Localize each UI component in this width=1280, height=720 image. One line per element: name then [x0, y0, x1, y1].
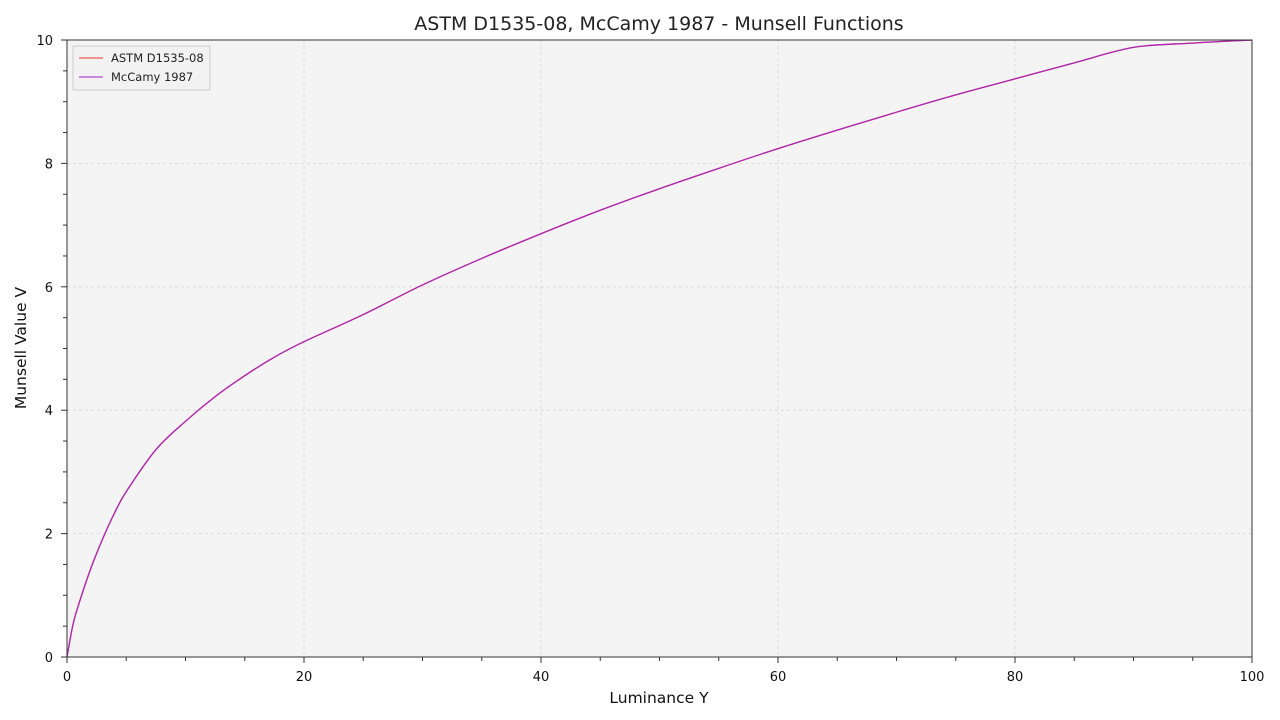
x-tick-label: 0	[63, 670, 71, 685]
y-axis-label: Munsell Value V	[12, 286, 30, 409]
tick-labels: 0 20 40 60 80 100 0 2 4 6 8 10	[36, 34, 1264, 685]
legend: ASTM D1535-08 McCamy 1987	[72, 45, 211, 91]
y-tick-label: 10	[36, 34, 53, 49]
axis-ticks	[61, 39, 1253, 663]
x-tick-label: 100	[1240, 670, 1265, 685]
legend-label-mccamy: McCamy 1987	[111, 70, 193, 84]
grid-lines	[67, 40, 1252, 657]
legend-box	[72, 45, 211, 91]
series-line-mccamy-1987	[66, 39, 1253, 658]
x-tick-label: 80	[1007, 670, 1024, 685]
y-tick-label: 0	[45, 651, 53, 666]
x-tick-label: 40	[533, 670, 550, 685]
y-tick-label: 2	[45, 528, 53, 543]
x-axis-label: Luminance Y	[609, 689, 709, 707]
y-tick-label: 6	[45, 281, 53, 296]
plot-area	[67, 40, 1252, 657]
legend-label-astm: ASTM D1535-08	[111, 51, 204, 65]
series-lines	[66, 39, 1253, 658]
x-tick-label: 60	[770, 670, 787, 685]
x-tick-label: 20	[296, 670, 313, 685]
chart-title: ASTM D1535-08, McCamy 1987 - Munsell Fun…	[414, 13, 903, 35]
y-tick-label: 4	[45, 404, 53, 419]
y-tick-label: 8	[45, 157, 53, 172]
